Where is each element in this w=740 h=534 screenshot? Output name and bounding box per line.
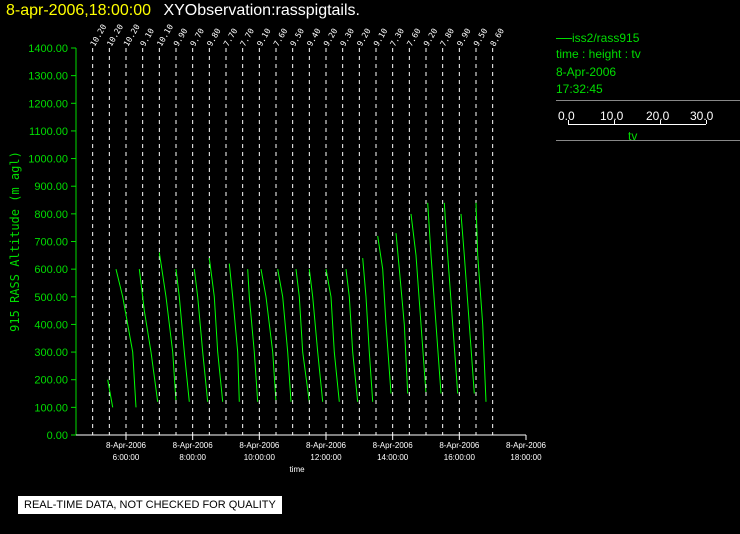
profile-label: 9.10	[255, 27, 273, 48]
profile-label: 7.70	[222, 27, 240, 48]
y-tick-label: 0.00	[47, 430, 68, 442]
profile-trace	[460, 213, 475, 394]
x-tick-time: 14:00:00	[377, 453, 409, 462]
x-tick-date: 8-Apr-2006	[173, 441, 214, 450]
profile-trace	[115, 268, 137, 408]
legend-scale-tick-1: 10.0	[600, 109, 624, 123]
profile-label: 9.50	[289, 27, 307, 48]
profile-trace	[377, 235, 392, 394]
profile-trace	[308, 269, 324, 402]
observation-title: XYObservation:rasspigtails.	[163, 2, 360, 19]
legend-swatch	[556, 38, 572, 40]
x-axis-label: time	[289, 465, 305, 474]
y-tick-label: 300.00	[34, 347, 68, 359]
profile-label: 9.10	[139, 27, 157, 48]
profile-trace	[260, 269, 277, 402]
profile-trace	[443, 202, 459, 394]
y-tick-label: 400.00	[34, 319, 68, 331]
y-tick-label: 1300.00	[28, 71, 68, 83]
profile-label: 9.70	[189, 27, 207, 48]
profile-label: 9.20	[355, 27, 373, 48]
x-tick-date: 8-Apr-2006	[106, 441, 147, 450]
y-tick-label: 1000.00	[28, 154, 68, 166]
x-tick-time: 8:00:00	[179, 453, 206, 462]
profile-label: 9.10	[372, 27, 390, 48]
profile-trace	[277, 269, 292, 402]
legend-divider-bottom	[556, 140, 740, 141]
legend-scale: 0.0 10.0 20.0 30.0 tv	[556, 108, 740, 148]
legend-series: iss2/rass915	[572, 31, 640, 45]
profile-trace	[295, 269, 310, 402]
x-tick-time: 10:00:00	[244, 453, 276, 462]
legend-axes: time : height : tv	[556, 47, 641, 61]
profile-trace	[107, 379, 114, 408]
legend-scale-tick-0: 0.0	[558, 109, 575, 123]
legend-divider-top	[556, 100, 740, 101]
profile-trace	[175, 269, 190, 402]
y-tick-label: 500.00	[34, 292, 68, 304]
legend-date: 8-Apr-2006	[556, 65, 617, 79]
profile-trace	[228, 263, 240, 402]
legend-scale-label: tv	[628, 129, 638, 143]
quality-disclaimer: REAL-TIME DATA, NOT CHECKED FOR QUALITY	[18, 496, 282, 514]
x-tick-time: 18:00:00	[510, 453, 542, 462]
y-tick-label: 1200.00	[28, 98, 68, 110]
y-axis-label: 915 RASS Altitude (m agl)	[8, 151, 22, 332]
profile-label: 9.50	[472, 27, 490, 48]
profile-trace	[325, 269, 340, 402]
profile-label: 7.80	[439, 27, 457, 48]
y-tick-label: 1400.00	[28, 43, 68, 55]
x-tick-date: 8-Apr-2006	[373, 441, 414, 450]
profile-trace	[193, 269, 209, 402]
profile-label: 7.70	[239, 27, 257, 48]
legend-scale-bar	[568, 124, 706, 125]
y-tick-label: 1100.00	[29, 126, 68, 138]
profile-label: 9.30	[339, 27, 357, 48]
profile-label: 7.60	[272, 27, 290, 48]
y-tick-label: 800.00	[34, 209, 68, 221]
profile-trace	[475, 202, 487, 402]
profile-trace	[138, 269, 159, 402]
y-tick-label: 600.00	[34, 264, 68, 276]
page-header: 8-apr-2006,18:00:00 XYObservation:rasspi…	[6, 2, 360, 20]
profile-label: 9.80	[205, 27, 223, 48]
y-tick-label: 900.00	[34, 181, 68, 193]
x-tick-time: 12:00:00	[310, 453, 342, 462]
x-tick-time: 16:00:00	[444, 453, 476, 462]
y-tick-label: 700.00	[34, 237, 68, 249]
profile-label: 7.30	[389, 27, 407, 48]
profile-label: 8.60	[489, 27, 507, 48]
observation-date: 8-apr-2006,18:00:00	[6, 2, 151, 19]
x-tick-date: 8-Apr-2006	[439, 441, 480, 450]
profile-trace	[247, 269, 259, 402]
profile-trace	[427, 202, 442, 394]
profile-trace	[208, 258, 224, 402]
profile-label: 9.40	[305, 27, 323, 48]
y-tick-label: 200.00	[34, 375, 68, 387]
profile-trace	[395, 233, 409, 394]
x-tick-date: 8-Apr-2006	[506, 441, 547, 450]
x-tick-date: 8-Apr-2006	[306, 441, 347, 450]
profile-trace	[345, 269, 359, 402]
profile-label: 9.20	[422, 27, 440, 48]
x-tick-time: 6:00:00	[113, 453, 140, 462]
legend-scale-tick-3: 30.0	[690, 109, 714, 123]
profile-label: 9.90	[172, 27, 190, 48]
profile-trace	[158, 252, 177, 402]
profile-label: 7.60	[405, 27, 423, 48]
profile-trace	[410, 213, 427, 394]
profile-label: 9.90	[455, 27, 473, 48]
y-tick-label: 100.00	[34, 402, 68, 414]
legend-scale-tick-2: 20.0	[646, 109, 670, 123]
x-tick-date: 8-Apr-2006	[239, 441, 280, 450]
profile-trace	[362, 258, 374, 402]
profile-label: 9.20	[322, 27, 340, 48]
legend-time: 17:32:45	[556, 82, 603, 96]
